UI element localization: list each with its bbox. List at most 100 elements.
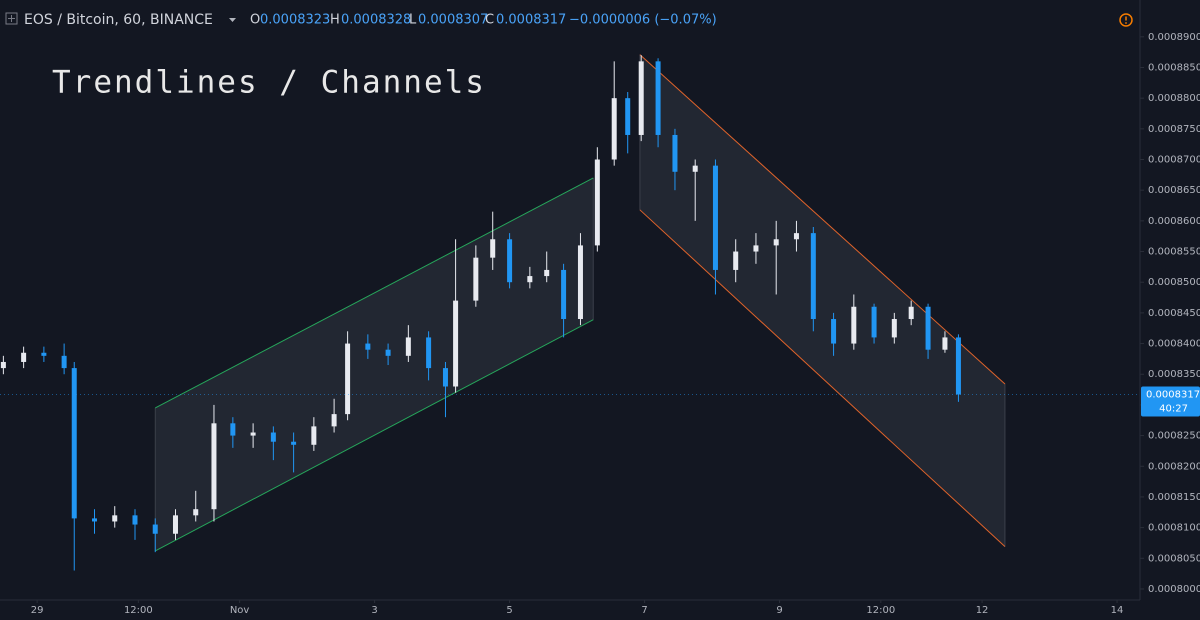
candle-body	[91, 518, 97, 522]
y-tick-label: 0.0008250	[1148, 431, 1200, 442]
candle-body	[527, 276, 533, 283]
candle-body	[793, 233, 799, 240]
candle-body	[955, 337, 961, 395]
candle-body	[61, 355, 67, 369]
candle-body	[891, 319, 897, 338]
candle-body	[21, 352, 27, 362]
candle-body	[152, 524, 158, 534]
y-tick-label: 0.0008750	[1148, 124, 1200, 135]
ohlc-value: 0.0008328	[341, 13, 411, 28]
symbol[interactable]: EOS / Bitcoin, 60, BINANCE	[24, 12, 213, 28]
candle-body	[442, 368, 448, 387]
ohlc-label: H	[330, 13, 340, 28]
x-tick-label: 12:00	[124, 605, 153, 616]
ohlc-value: 0.0008317	[496, 13, 566, 28]
warning-icon[interactable]	[1119, 13, 1133, 27]
plot	[0, 54, 1006, 571]
candle-body	[851, 306, 857, 344]
candle-body	[211, 423, 217, 510]
candle-body	[831, 319, 837, 344]
warning-icon	[1125, 22, 1127, 24]
candle-body	[490, 239, 496, 258]
candle-body	[331, 414, 337, 427]
y-tick-label: 0.0008050	[1148, 553, 1200, 564]
y-tick-label: 0.0008200	[1148, 461, 1200, 472]
x-tick-label: 14	[1111, 605, 1124, 616]
ohlc-value: 0.0008307	[418, 13, 488, 28]
y-tick-label: 0.0008350	[1148, 369, 1200, 380]
candle-body	[112, 515, 118, 522]
candle-body	[172, 515, 178, 534]
ohlc-label: C	[485, 13, 494, 28]
channel-line	[155, 319, 594, 552]
candle-body	[638, 61, 644, 135]
toggle-icon[interactable]	[5, 12, 18, 25]
candle-body	[655, 61, 661, 135]
candle-body	[611, 98, 617, 160]
x-tick-label: 12:00	[866, 605, 895, 616]
change: −0.0000006 (−0.07%)	[569, 13, 717, 28]
channel-fill	[155, 177, 594, 551]
candle-body	[712, 165, 718, 270]
candle-body	[311, 426, 317, 445]
candle-body	[453, 300, 459, 387]
x-tick-label: 5	[506, 605, 512, 616]
candle-body	[345, 343, 351, 415]
y-tick-label: 0.0008000	[1148, 584, 1200, 595]
channel-line	[639, 209, 1006, 547]
candle-body	[692, 165, 698, 172]
channel-fill	[639, 54, 1006, 547]
x-tick-label: 7	[641, 605, 647, 616]
channel-line	[155, 177, 594, 409]
candle-body	[132, 515, 138, 525]
candle-body	[672, 134, 678, 172]
candle-body	[473, 257, 479, 301]
x-tick-label: 3	[371, 605, 377, 616]
ohlc-label: L	[409, 13, 417, 28]
y-tick-label: 0.0008650	[1148, 185, 1200, 196]
ohlc-label: O	[250, 13, 260, 28]
candle-body	[925, 306, 931, 350]
candle-body	[230, 423, 236, 436]
candle-body	[507, 239, 513, 283]
candle-body	[908, 306, 914, 320]
x-tick-label: 9	[776, 605, 782, 616]
y-tick-label: 0.0008800	[1148, 93, 1200, 104]
candle-body	[193, 509, 199, 516]
candle-body	[625, 98, 631, 135]
y-tick-label: 0.0008400	[1148, 339, 1200, 350]
x-tick-label: 12	[976, 605, 989, 616]
y-tick-label: 0.0008600	[1148, 216, 1200, 227]
candle-body	[426, 337, 432, 369]
candle-body	[810, 233, 816, 320]
candle-body	[71, 368, 77, 519]
y-tick-label: 0.0008550	[1148, 247, 1200, 258]
candle-body	[41, 352, 47, 356]
countdown: 40:27	[1159, 403, 1188, 414]
y-tick-label: 0.0008500	[1148, 277, 1200, 288]
x-tick-label: 29	[31, 605, 44, 616]
candle-body	[577, 245, 583, 320]
channel-line	[639, 54, 1006, 385]
y-tick-label: 0.0008150	[1148, 492, 1200, 503]
ohlc-value: 0.0008323	[260, 13, 330, 28]
last-price-box	[1141, 386, 1200, 417]
candle-body	[365, 343, 371, 350]
dropdown-caret[interactable]	[229, 18, 236, 22]
y-tick-label: 0.0008900	[1148, 32, 1200, 43]
candle-body	[544, 269, 550, 277]
candle-body	[405, 337, 411, 356]
y-tick-label: 0.0008850	[1148, 62, 1200, 73]
candle-body	[270, 432, 276, 442]
y-tick-label: 0.0008700	[1148, 155, 1200, 166]
candle-body	[291, 441, 297, 445]
chart-title: Trendlines / Channels	[52, 65, 486, 101]
x-tick-label: Nov	[230, 605, 250, 616]
candle-body	[733, 251, 739, 270]
y-tick-label: 0.0008450	[1148, 308, 1200, 319]
candle-body	[250, 432, 256, 436]
last-price-label: 0.0008317	[1146, 389, 1200, 400]
candle-body	[753, 245, 759, 252]
